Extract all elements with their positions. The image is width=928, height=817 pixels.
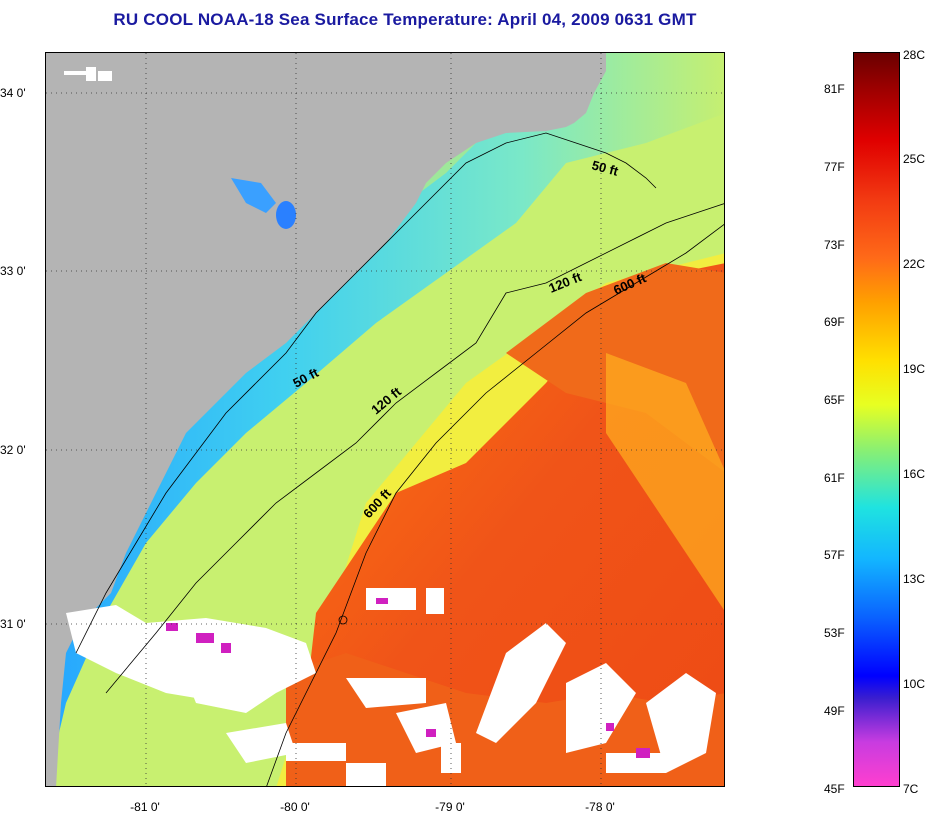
contour-120ft — [105, 203, 724, 694]
colorbar-f-61: 61F — [824, 471, 845, 485]
colorbar-c-13: 13C — [903, 572, 926, 586]
colorbar-f-81: 81F — [824, 82, 845, 96]
colorbar-f-69: 69F — [824, 315, 845, 329]
yellow-intrusion — [606, 353, 724, 610]
lat-label-33: 33 0' — [0, 264, 26, 278]
colorbar-c-19: 19C — [903, 362, 926, 376]
colorbar-f-77: 77F — [824, 160, 845, 174]
buoy-marker — [338, 615, 348, 625]
contour-600ft — [266, 224, 724, 786]
map-title: RU COOL NOAA-18 Sea Surface Temperature:… — [113, 10, 697, 29]
colorbar-c-10: 10C — [903, 677, 926, 691]
temperature-colorbar — [853, 52, 900, 787]
contour-50ft — [75, 132, 657, 654]
inland-water — [231, 178, 276, 213]
colorbar-f-73: 73F — [824, 238, 845, 252]
lon-label-79: -79 0' — [435, 800, 465, 814]
colorbar-f-49: 49F — [824, 704, 845, 718]
contour-label-50ft-north: 50 ft — [590, 157, 620, 179]
sst-map[interactable]: 50 ft 50 ft 120 ft 120 ft 600 ft 600 ft — [45, 52, 725, 787]
colorbar-c-22: 22C — [903, 257, 926, 271]
sst-map-canvas: 50 ft 50 ft 120 ft 120 ft 600 ft 600 ft — [46, 53, 724, 786]
colorbar-f-57: 57F — [824, 548, 845, 562]
inland-lake — [276, 201, 296, 229]
land-mass — [46, 53, 606, 786]
colorbar-f-53: 53F — [824, 626, 845, 640]
cloud-patches — [66, 588, 716, 786]
colorbar-c-25: 25C — [903, 152, 926, 166]
bathymetry-contours — [75, 132, 724, 786]
lon-label-81: -81 0' — [130, 800, 160, 814]
cloud-edge-pixels — [166, 598, 650, 758]
colorbar-f-65: 65F — [824, 393, 845, 407]
lon-label-78: -78 0' — [585, 800, 615, 814]
colorbar-c-28: 28C — [903, 48, 926, 62]
colorbar-c-7: 7C — [903, 782, 919, 796]
graticule — [46, 53, 724, 786]
colorbar-c-16: 16C — [903, 467, 926, 481]
lat-label-31: 31 0' — [0, 617, 26, 631]
lon-label-80: -80 0' — [280, 800, 310, 814]
colorbar-f-45: 45F — [824, 782, 845, 796]
lat-label-32: 32 0' — [0, 443, 26, 457]
lat-label-34: 34 0' — [0, 86, 26, 100]
logo-mark — [64, 67, 112, 81]
